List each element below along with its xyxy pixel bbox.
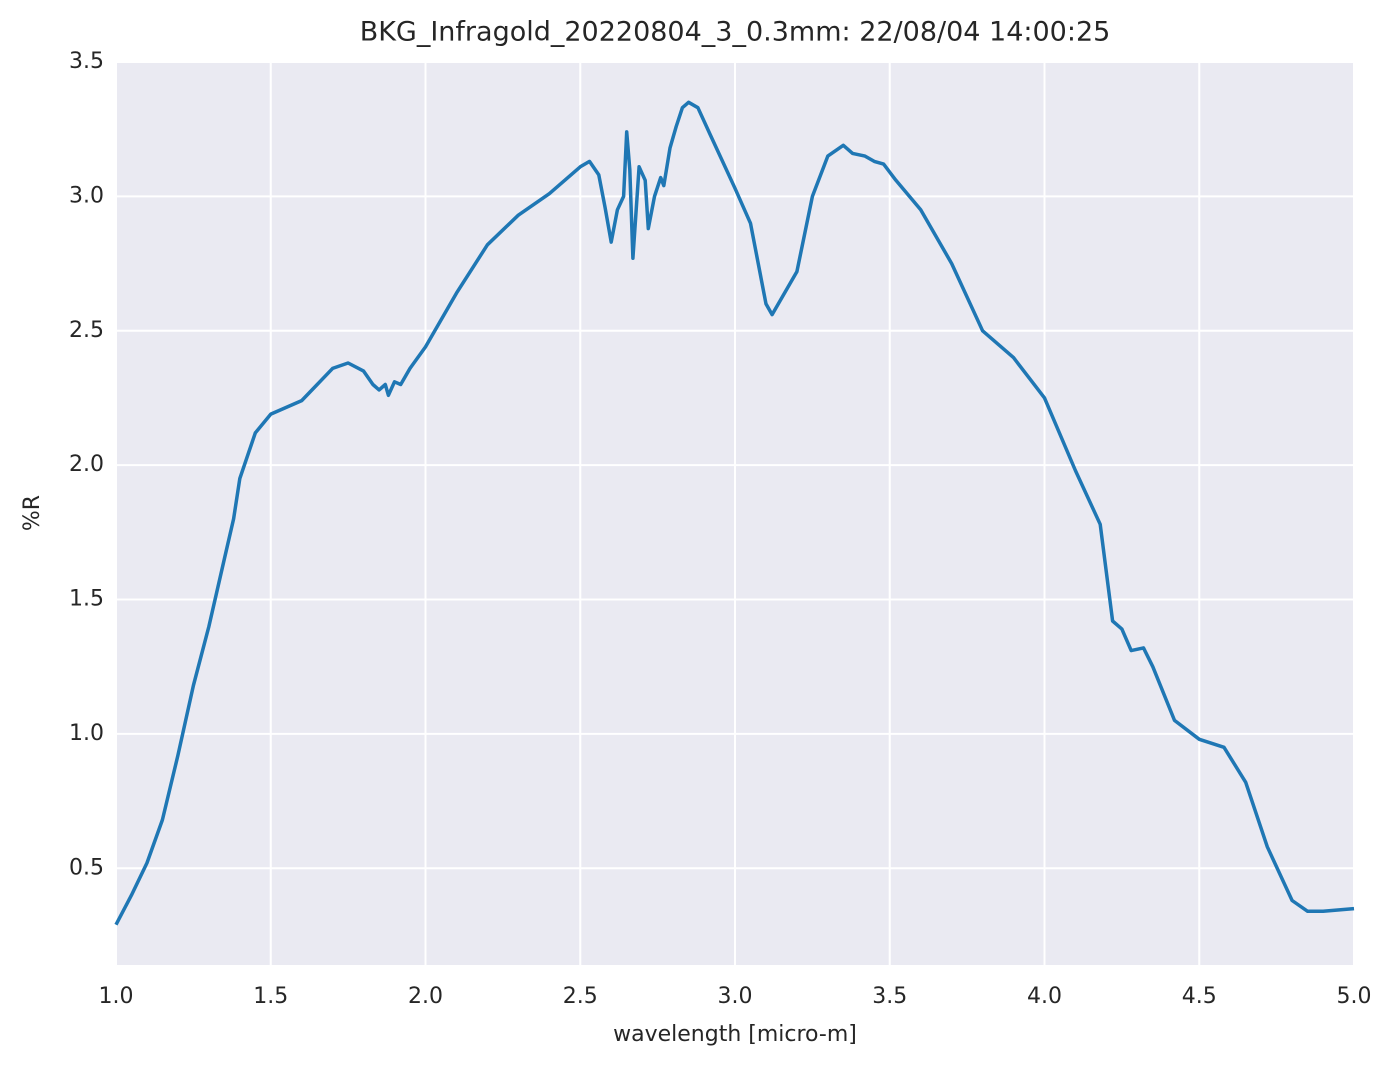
x-tick-label: 2.5 bbox=[563, 984, 598, 1009]
y-tick-label: 3.0 bbox=[69, 183, 104, 208]
x-tick-label: 2.0 bbox=[408, 984, 443, 1009]
y-tick-label: 1.5 bbox=[69, 587, 104, 612]
x-tick-label: 4.0 bbox=[1027, 984, 1062, 1009]
x-tick-label: 3.5 bbox=[872, 984, 907, 1009]
y-tick-label: 2.0 bbox=[69, 452, 104, 477]
y-tick-label: 3.5 bbox=[69, 49, 104, 74]
x-tick-label: 1.0 bbox=[99, 984, 134, 1009]
x-axis-label: wavelength [micro-m] bbox=[613, 1022, 857, 1047]
x-tick-label: 1.5 bbox=[253, 984, 288, 1009]
x-tick-label: 5.0 bbox=[1337, 984, 1372, 1009]
y-tick-label: 1.0 bbox=[69, 721, 104, 746]
x-tick-label: 4.5 bbox=[1182, 984, 1217, 1009]
x-tick-label: 3.0 bbox=[718, 984, 753, 1009]
y-tick-label: 0.5 bbox=[69, 855, 104, 880]
data-line bbox=[114, 100, 1355, 926]
y-axis-label: %R bbox=[20, 495, 45, 531]
chart-title: BKG_Infragold_20220804_3_0.3mm: 22/08/04… bbox=[360, 17, 1111, 48]
y-tick-label: 2.5 bbox=[69, 318, 104, 343]
